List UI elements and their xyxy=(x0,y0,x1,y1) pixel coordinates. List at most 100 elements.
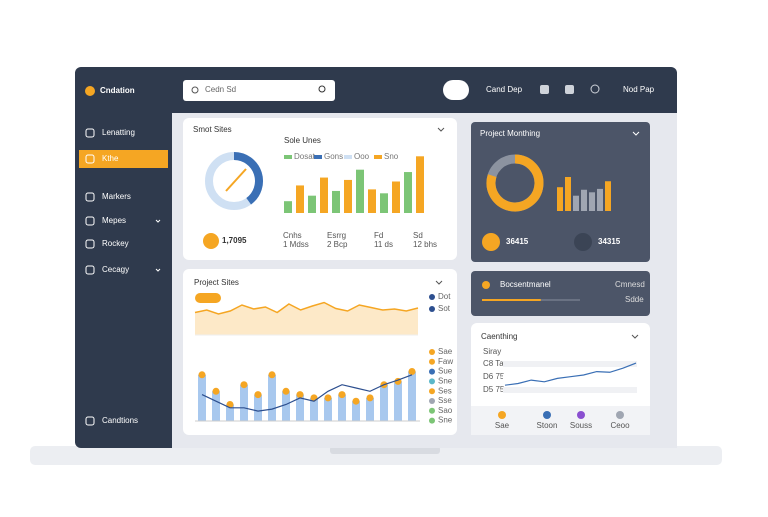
chevron xyxy=(155,268,161,272)
legend-dot xyxy=(429,349,435,355)
bar xyxy=(226,404,234,421)
trend-line xyxy=(201,374,413,412)
search-icon xyxy=(191,86,199,94)
bar xyxy=(356,169,364,213)
action-label: Ceoo xyxy=(610,421,630,430)
legend-label: Sne xyxy=(438,416,453,425)
bar xyxy=(380,193,388,213)
bar xyxy=(352,401,360,421)
nav-icon xyxy=(85,239,95,249)
nav-item[interactable]: Rockey xyxy=(102,239,129,248)
nav-footer[interactable]: Candtions xyxy=(102,416,138,425)
legend-label: Sae xyxy=(438,347,453,356)
nav-icon xyxy=(85,192,95,202)
chevron[interactable] xyxy=(435,280,443,285)
bar-cap xyxy=(296,391,304,399)
logo-icon xyxy=(85,86,95,96)
stat-label: Cnhs xyxy=(283,231,302,240)
stat-icon xyxy=(574,233,592,251)
chevron[interactable] xyxy=(632,131,640,136)
stat-value: 1,7095 xyxy=(222,236,247,245)
line xyxy=(504,362,637,386)
nav-item[interactable]: Kthe xyxy=(102,154,119,163)
bar-cap xyxy=(324,394,332,402)
axis-label: Siray xyxy=(483,347,501,356)
card-title: Smot Sites xyxy=(193,125,232,134)
bar xyxy=(392,181,400,213)
legend-dot xyxy=(429,417,435,424)
chart-title: Sole Unes xyxy=(284,136,321,145)
bar-cap xyxy=(366,394,374,402)
legend-dot xyxy=(429,388,435,395)
bar-cap xyxy=(212,387,220,395)
legend-dot xyxy=(429,358,435,365)
stat-value: 1 Mdss xyxy=(283,240,309,249)
chevron[interactable] xyxy=(437,127,445,132)
card-title: Caenthing xyxy=(481,332,517,341)
bar xyxy=(573,195,579,211)
action-label: Souss xyxy=(570,421,592,430)
chevron xyxy=(155,219,161,223)
nav-icon xyxy=(85,416,95,426)
user-icon[interactable] xyxy=(590,84,600,94)
chevron[interactable] xyxy=(631,334,639,339)
legend-label: Ses xyxy=(438,386,452,395)
grid-band xyxy=(503,387,637,393)
action-icon[interactable] xyxy=(543,411,551,419)
nav-item[interactable]: Cecagy xyxy=(102,265,129,274)
action-icon[interactable] xyxy=(498,411,506,419)
donut-arc xyxy=(486,154,544,212)
laptop-base xyxy=(30,446,722,465)
bar xyxy=(296,394,304,421)
bar xyxy=(332,190,340,213)
stat-value: 11 ds xyxy=(374,240,393,249)
legend-label: Dot xyxy=(438,292,451,301)
bar-cap xyxy=(282,387,290,395)
nav-item[interactable]: Mepes xyxy=(102,216,126,225)
search-button[interactable] xyxy=(318,85,326,93)
legend-dot xyxy=(429,294,435,300)
bar xyxy=(338,394,346,421)
card-title: Project Sites xyxy=(194,278,239,287)
progress-label: Sdde xyxy=(625,295,644,304)
bar xyxy=(380,384,388,421)
bar xyxy=(254,394,262,421)
nav-item[interactable]: Markers xyxy=(102,192,131,201)
search-box[interactable] xyxy=(183,80,335,101)
bar xyxy=(344,179,352,213)
notice-title: Bocsentmanel xyxy=(500,280,551,289)
action-icon[interactable] xyxy=(616,411,624,419)
top-link[interactable]: Nod Pap xyxy=(623,85,655,94)
bar xyxy=(320,177,328,213)
legend-label: Sue xyxy=(438,367,453,376)
stat-label: Fd xyxy=(374,231,383,240)
icon[interactable] xyxy=(540,85,549,94)
legend-label: Sno xyxy=(384,152,399,161)
bar xyxy=(240,384,248,421)
top-link[interactable]: Cand Dep xyxy=(486,85,523,94)
card xyxy=(471,271,650,316)
nav-item[interactable]: Lenatting xyxy=(102,128,135,137)
axis-label: D6 75 xyxy=(483,372,505,381)
bar xyxy=(284,201,292,213)
legend-swatch xyxy=(344,155,352,159)
icon[interactable] xyxy=(565,85,574,94)
bar xyxy=(589,192,595,211)
stat-value: 2 Bcp xyxy=(327,240,348,249)
logo: Cndation xyxy=(100,86,135,95)
bar xyxy=(581,189,587,211)
legend-swatch xyxy=(284,155,292,159)
bar-cap xyxy=(352,397,360,405)
bar-cap xyxy=(254,391,262,399)
action-icon[interactable] xyxy=(577,411,585,419)
bar-cap xyxy=(240,381,248,389)
legend-dot xyxy=(429,306,435,312)
toggle[interactable] xyxy=(443,80,469,100)
notice-icon xyxy=(482,281,490,289)
legend-dot xyxy=(429,398,435,404)
legend-swatch xyxy=(314,155,322,159)
active-item xyxy=(79,150,168,168)
bar xyxy=(366,397,374,421)
grid-band xyxy=(503,361,637,367)
card-title: Project Monthing xyxy=(480,129,540,138)
